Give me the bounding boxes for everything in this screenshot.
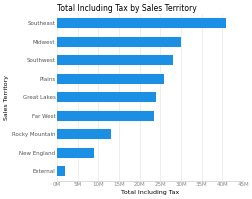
X-axis label: Total Including Tax: Total Including Tax [120,190,178,195]
Bar [57,129,110,139]
Bar [57,74,164,84]
Bar [57,92,155,102]
Y-axis label: Sales Territory: Sales Territory [4,75,9,120]
Text: Total Including Tax by Sales Territory: Total Including Tax by Sales Territory [57,4,196,13]
Bar [57,37,180,47]
Bar [57,18,226,28]
Bar [57,166,65,177]
Bar [57,148,94,158]
Bar [57,111,153,121]
Bar [57,55,172,65]
